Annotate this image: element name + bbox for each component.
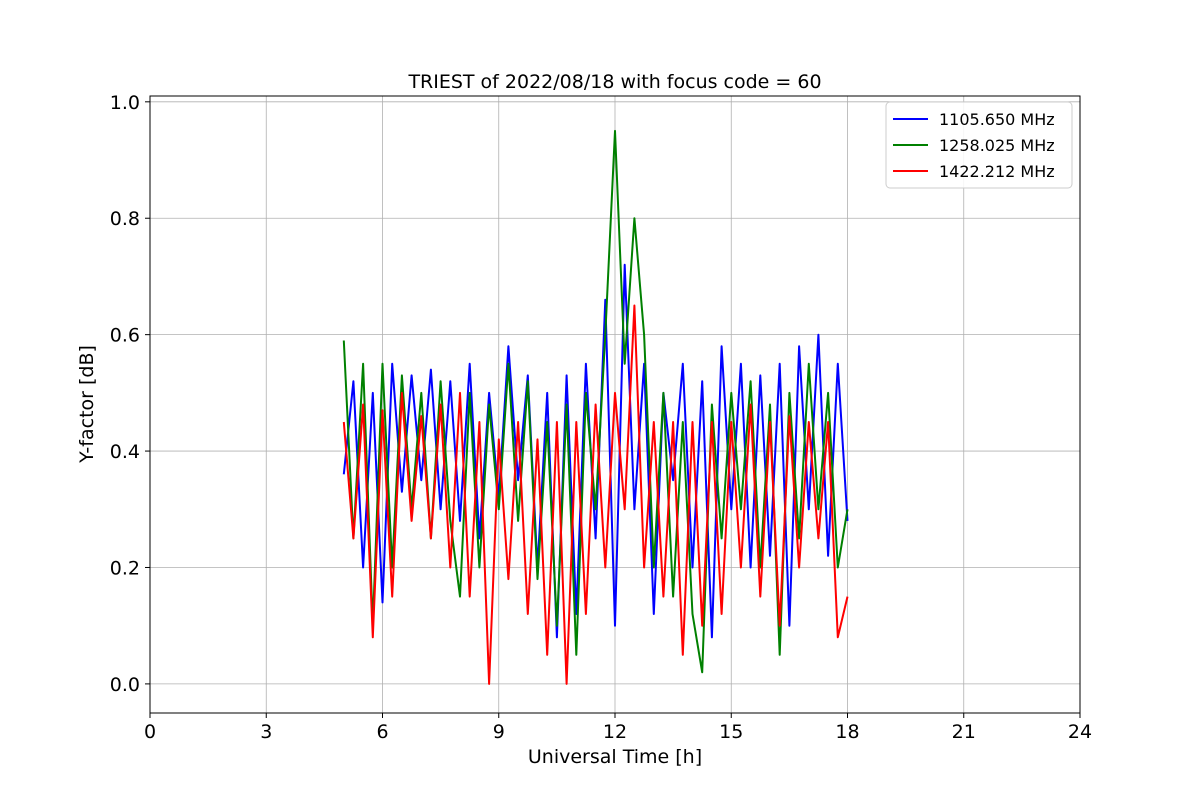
plot-area [342, 129, 849, 685]
series-line-2 [342, 129, 849, 674]
series-line-1 [342, 263, 849, 639]
x-tick-label: 9 [493, 721, 505, 743]
x-tick-label: 0 [144, 721, 156, 743]
x-tick-label: 15 [719, 721, 743, 743]
x-tick-label: 6 [376, 721, 388, 743]
x-tick-label: 12 [603, 721, 627, 743]
y-tick-label: 0.8 [110, 208, 140, 230]
x-tick-label: 24 [1068, 721, 1092, 743]
x-tick-label: 18 [835, 721, 859, 743]
legend-box [885, 101, 1073, 189]
legend: 1105.650 MHz 1258.025 MHz 1422.212 MHz [885, 101, 1073, 189]
ticks: 0 3 6 9 12 15 18 21 24 0.0 0.2 0.4 0.6 0.8 1.0 [110, 92, 1092, 743]
series-line-3 [342, 304, 849, 685]
y-tick-label: 0.2 [110, 557, 140, 579]
y-tick-label: 0.0 [110, 674, 140, 696]
x-axis-label: Universal Time [h] [528, 746, 702, 768]
legend-label-2: 1258.025 MHz [939, 136, 1055, 155]
x-tick-label: 3 [260, 721, 272, 743]
y-tick-label: 0.6 [110, 325, 140, 347]
y-tick-label: 1.0 [110, 92, 140, 114]
x-tick-label: 21 [952, 721, 976, 743]
legend-label-3: 1422.212 MHz [939, 162, 1055, 181]
chart-title: TRIEST of 2022/08/18 with focus code = 6… [407, 71, 821, 93]
y-tick-label: 0.4 [110, 441, 140, 463]
legend-label-1: 1105.650 MHz [939, 110, 1055, 129]
y-axis-label: Y-factor [dB] [76, 345, 98, 464]
